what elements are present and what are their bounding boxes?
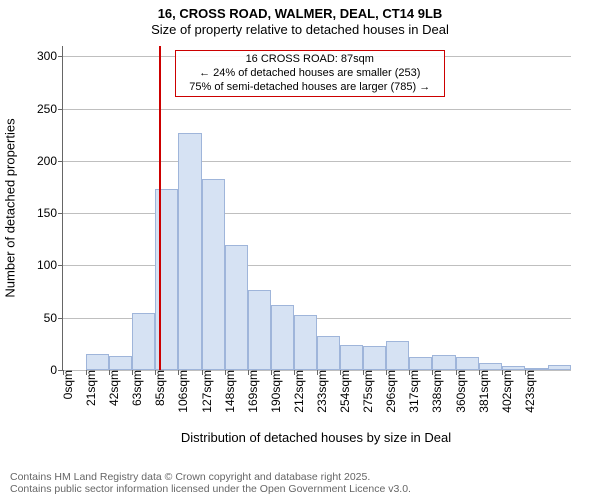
y-tick-label: 100 <box>37 258 63 272</box>
histogram-bar <box>317 336 340 370</box>
x-tick-label: 254sqm <box>334 370 352 413</box>
histogram-bar <box>271 305 294 370</box>
histogram-bar <box>86 354 109 370</box>
chart-title-main: 16, CROSS ROAD, WALMER, DEAL, CT14 9LB <box>0 0 600 22</box>
y-tick-label: 50 <box>44 311 63 325</box>
histogram-bar <box>548 365 571 370</box>
x-tick-label: 42sqm <box>103 370 121 406</box>
x-tick-label: 317sqm <box>403 370 421 413</box>
x-tick-label: 148sqm <box>219 370 237 413</box>
histogram-bar <box>432 355 455 370</box>
x-axis-label: Distribution of detached houses by size … <box>181 430 451 445</box>
histogram-bar <box>386 341 409 370</box>
x-tick-label: 338sqm <box>426 370 444 413</box>
histogram-bar <box>294 315 317 370</box>
histogram-bar <box>225 245 248 370</box>
x-tick-label: 275sqm <box>357 370 375 413</box>
x-tick-label: 169sqm <box>242 370 260 413</box>
x-tick-label: 190sqm <box>265 370 283 413</box>
gridline <box>63 161 571 162</box>
histogram-bar <box>456 357 479 370</box>
x-tick-label: 127sqm <box>196 370 214 413</box>
histogram-bar <box>178 133 201 370</box>
gridline <box>63 265 571 266</box>
x-tick-label: 402sqm <box>496 370 514 413</box>
histogram-bar <box>202 179 225 370</box>
gridline <box>63 109 571 110</box>
x-tick-label: 212sqm <box>288 370 306 413</box>
y-tick-label: 200 <box>37 154 63 168</box>
histogram-bar <box>109 356 132 370</box>
x-tick-label: 85sqm <box>149 370 167 406</box>
y-axis-label: Number of detached properties <box>3 118 18 297</box>
histogram-bar <box>248 290 271 370</box>
callout-line: 16 CROSS ROAD: 87sqm <box>182 53 438 67</box>
x-tick-label: 0sqm <box>57 370 75 399</box>
y-tick-label: 150 <box>37 206 63 220</box>
histogram-bar <box>363 346 386 370</box>
x-tick-label: 423sqm <box>519 370 537 413</box>
histogram-bar <box>409 357 432 370</box>
footer-line-1: Contains HM Land Registry data © Crown c… <box>10 471 411 484</box>
callout-box: 16 CROSS ROAD: 87sqm← 24% of detached ho… <box>175 50 445 97</box>
histogram-bar <box>132 313 155 370</box>
x-tick-label: 233sqm <box>311 370 329 413</box>
y-tick-label: 250 <box>37 102 63 116</box>
callout-line: 75% of semi-detached houses are larger (… <box>182 81 438 95</box>
x-tick-label: 106sqm <box>172 370 190 413</box>
attribution-footer: Contains HM Land Registry data © Crown c… <box>10 471 411 496</box>
reference-line <box>159 46 161 370</box>
footer-line-2: Contains public sector information licen… <box>10 483 411 496</box>
chart-title-sub: Size of property relative to detached ho… <box>0 22 600 38</box>
chart-container: 16, CROSS ROAD, WALMER, DEAL, CT14 9LB S… <box>0 0 600 500</box>
gridline <box>63 213 571 214</box>
x-tick-label: 63sqm <box>126 370 144 406</box>
x-tick-label: 381sqm <box>473 370 491 413</box>
plot-area: 0501001502002503000sqm21sqm42sqm63sqm85s… <box>62 46 571 371</box>
x-tick-label: 360sqm <box>450 370 468 413</box>
y-tick-label: 300 <box>37 49 63 63</box>
histogram-bar <box>479 363 502 370</box>
histogram-bar <box>340 345 363 370</box>
x-tick-label: 21sqm <box>80 370 98 406</box>
x-tick-label: 296sqm <box>380 370 398 413</box>
callout-line: ← 24% of detached houses are smaller (25… <box>182 67 438 81</box>
